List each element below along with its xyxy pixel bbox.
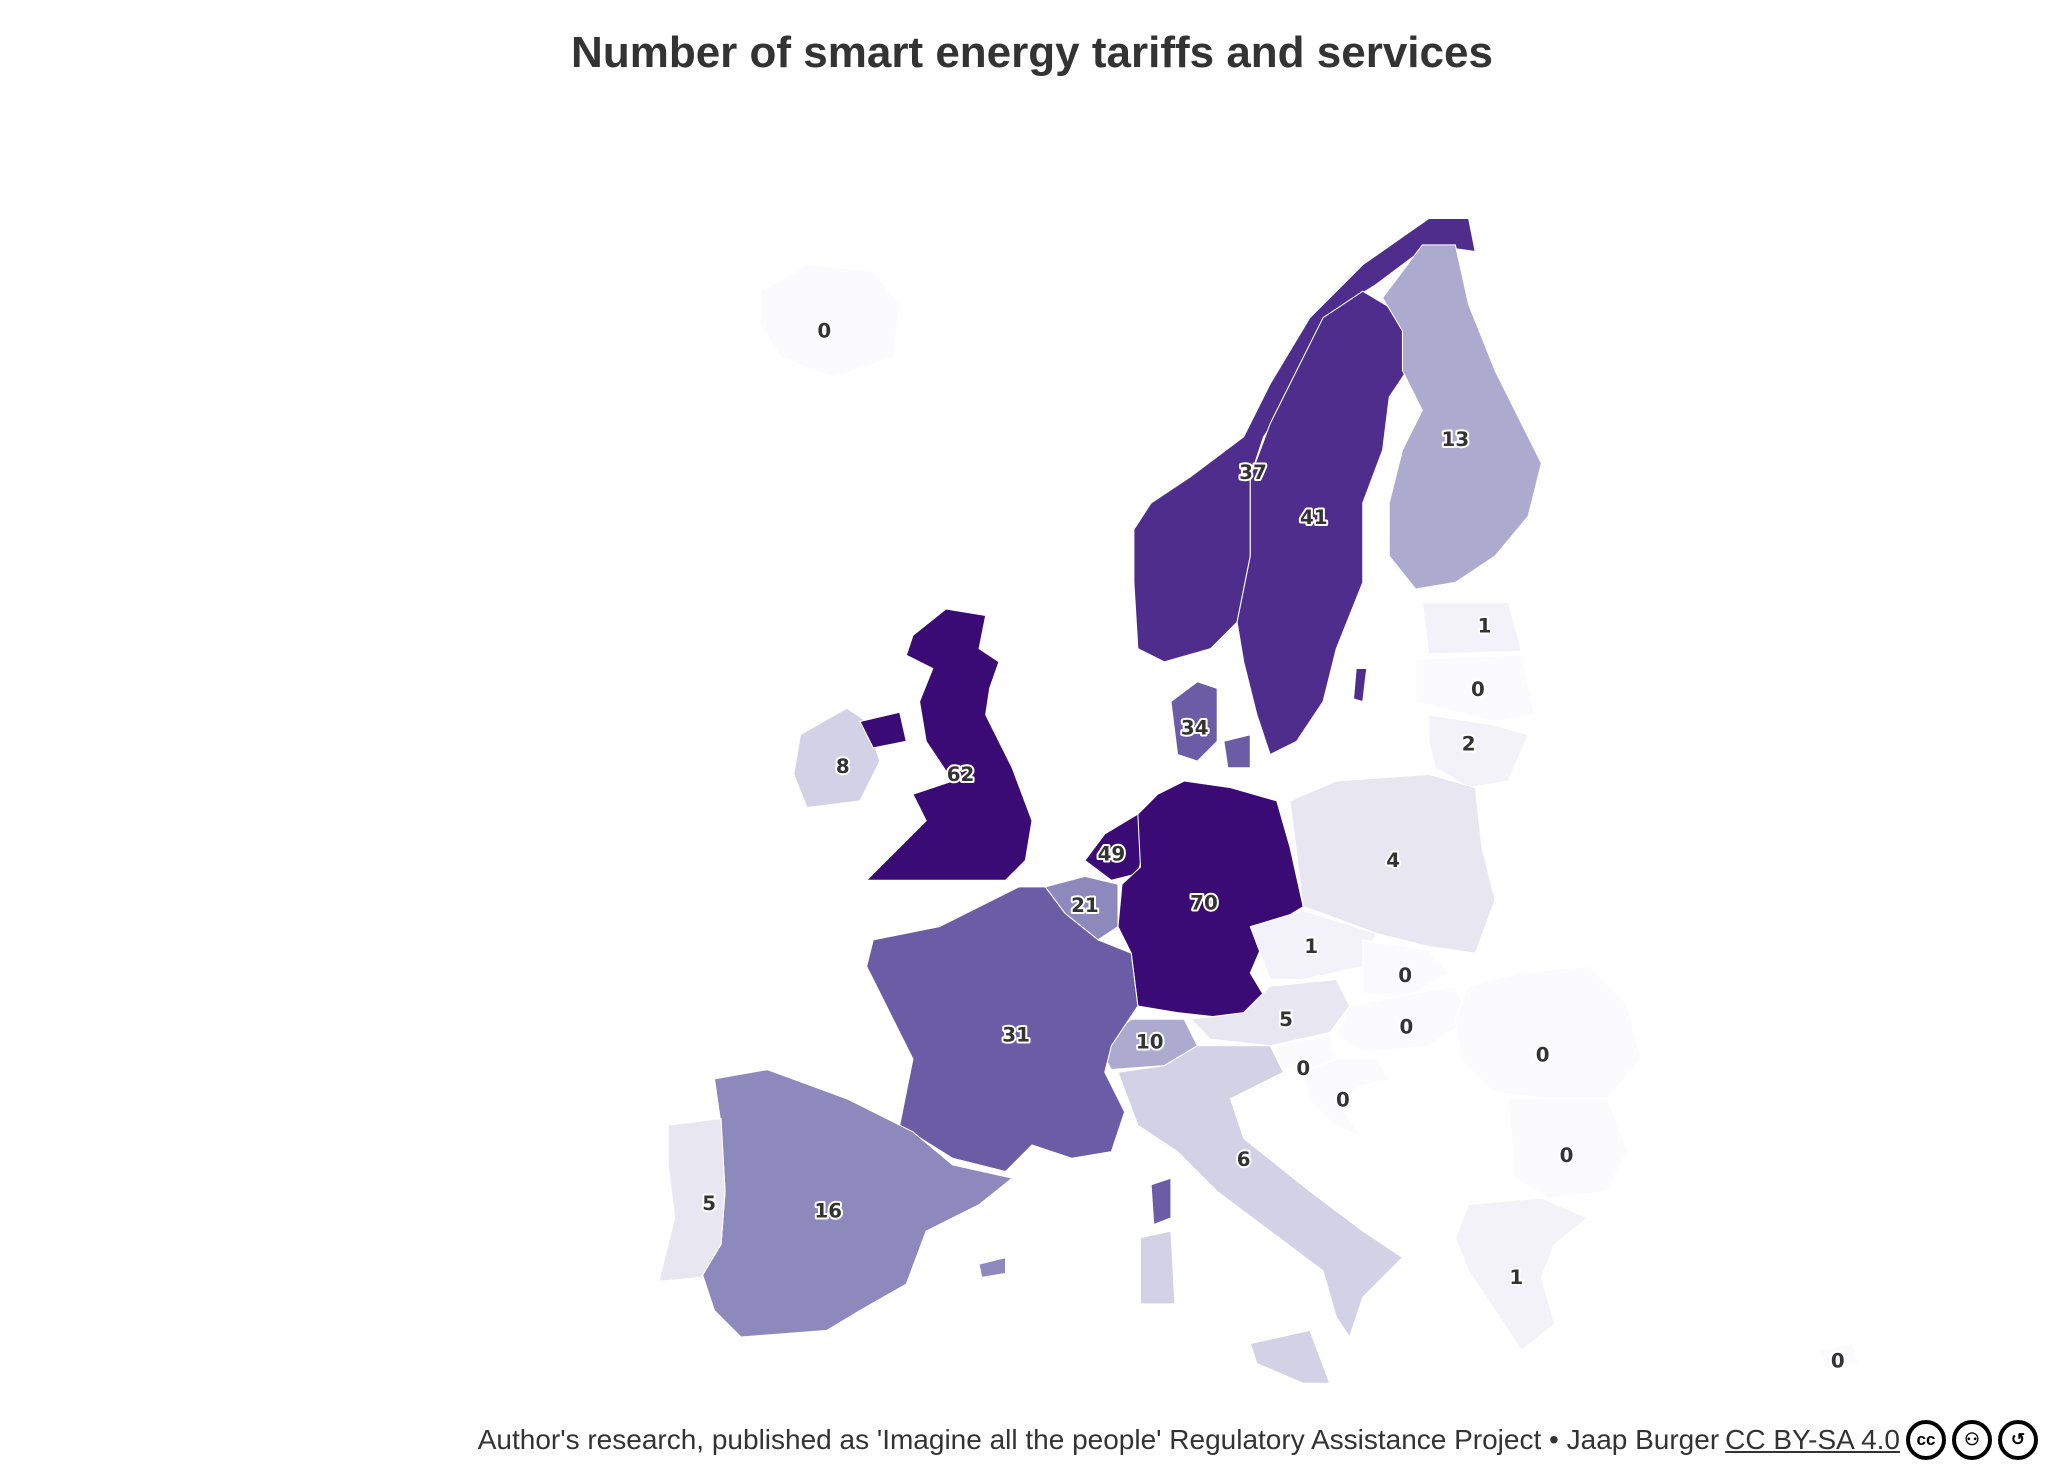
- country-italy[interactable]: [1117, 1045, 1404, 1384]
- value-label-denmark: 34: [1181, 717, 1209, 740]
- country-france[interactable]: [866, 886, 1172, 1226]
- license-link[interactable]: CC BY-SA 4.0: [1725, 1424, 1900, 1455]
- value-label-hungary: 0: [1400, 1016, 1414, 1039]
- country-greece[interactable]: [1454, 1197, 1589, 1351]
- country-croatia[interactable]: [1302, 1058, 1391, 1140]
- country-bulgaria[interactable]: [1507, 1098, 1628, 1199]
- country-denmark[interactable]: [1170, 681, 1251, 769]
- value-label-france: 31: [1002, 1024, 1030, 1047]
- country-portugal[interactable]: [658, 1117, 726, 1282]
- country-slovakia[interactable]: [1362, 939, 1450, 1000]
- value-label-spain: 16: [814, 1200, 842, 1223]
- country-latvia[interactable]: [1415, 654, 1536, 722]
- country-germany[interactable]: [1117, 780, 1304, 1020]
- value-label-united-kingdom: 62: [947, 763, 975, 786]
- value-label-slovakia: 0: [1398, 964, 1412, 987]
- country-ireland[interactable]: [793, 707, 881, 809]
- value-label-bulgaria: 0: [1560, 1144, 1574, 1167]
- value-label-croatia: 0: [1336, 1089, 1350, 1112]
- value-label-sweden: 41: [1300, 506, 1328, 529]
- value-label-netherlands: 49: [1098, 842, 1126, 865]
- value-label-greece: 1: [1509, 1266, 1523, 1289]
- country-sweden[interactable]: [1236, 290, 1417, 756]
- value-label-portugal: 5: [702, 1192, 716, 1215]
- country-hungary[interactable]: [1335, 985, 1470, 1053]
- footer: Author's research, published as 'Imagine…: [478, 1420, 2038, 1460]
- value-label-slovenia: 0: [1296, 1057, 1310, 1080]
- country-romania[interactable]: [1454, 965, 1642, 1100]
- country-cyprus[interactable]: [1818, 1342, 1860, 1371]
- value-label-switzerland: 10: [1136, 1030, 1164, 1053]
- source-note: Author's research, published as 'Imagine…: [477, 1424, 1720, 1455]
- value-label-finland: 13: [1442, 428, 1470, 451]
- value-label-belgium: 21: [1071, 894, 1099, 917]
- value-label-czechia: 1: [1304, 935, 1318, 958]
- country-finland[interactable]: [1381, 244, 1542, 590]
- sa-share-alike-icon: ↺: [1998, 1420, 2038, 1460]
- country-poland[interactable]: [1289, 773, 1496, 954]
- by-attribution-icon: ⚇: [1952, 1420, 1992, 1460]
- cc-icon: cc: [1906, 1420, 1946, 1460]
- value-label-latvia: 0: [1471, 678, 1485, 701]
- value-label-italy: 6: [1237, 1148, 1251, 1171]
- value-label-germany: 70: [1190, 891, 1218, 914]
- value-label-cyprus: 0: [1831, 1349, 1845, 1372]
- value-label-norway: 37: [1239, 461, 1267, 484]
- value-label-austria: 5: [1279, 1008, 1293, 1031]
- chart-title: Number of smart energy tariffs and servi…: [571, 28, 1493, 77]
- country-united-kingdom[interactable]: [859, 608, 1033, 881]
- value-label-lithuania: 2: [1462, 732, 1476, 755]
- country-estonia[interactable]: [1421, 601, 1523, 655]
- value-label-romania: 0: [1536, 1044, 1550, 1067]
- value-label-estonia: 1: [1478, 615, 1492, 638]
- country-iceland[interactable]: [760, 264, 901, 378]
- value-label-iceland: 0: [817, 319, 831, 342]
- country-lithuania[interactable]: [1428, 714, 1529, 789]
- value-label-poland: 4: [1386, 849, 1400, 872]
- value-label-ireland: 8: [836, 755, 850, 778]
